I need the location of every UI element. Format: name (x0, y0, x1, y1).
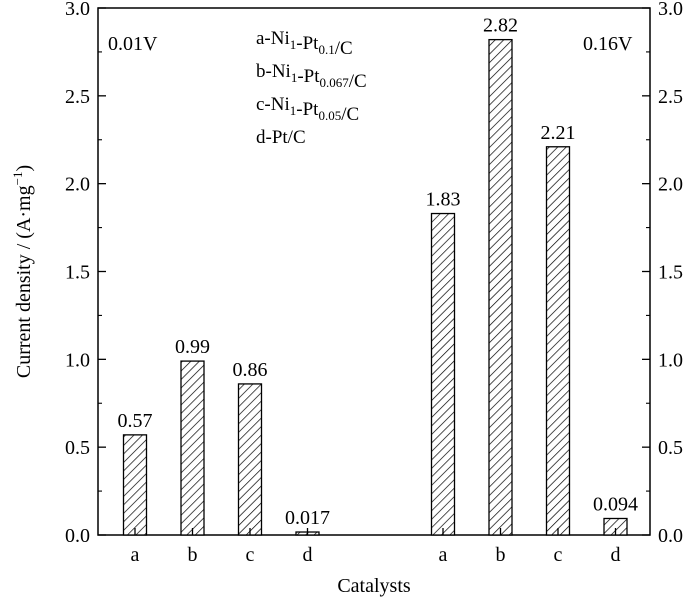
bar-b (488, 38, 513, 536)
plot-area: 0.0 0.0 0.5 0.5 1.0 1.0 1.5 1.5 2.0 2.0 2.5 2.5 3.0 3… (10, 0, 683, 597)
y-tick-label-left: 0.0 (65, 525, 90, 547)
y-axis-title: Current density / (A·mg−1) (10, 165, 35, 378)
legend-entry: c-Ni1-Pt0.05/C (256, 94, 359, 125)
bar-value-label: 0.57 (118, 410, 153, 432)
bar-value-label: 2.21 (541, 122, 576, 144)
legend-entry: b-Ni1-Pt0.067/C (256, 61, 367, 92)
voltage-label-right: 0.16V (583, 33, 633, 55)
x-tick-label: c (246, 544, 255, 566)
y-tick-label-left: 2.5 (65, 86, 90, 108)
legend-entry: a-Ni1-Pt0.1/C (256, 28, 353, 59)
bar-a (430, 212, 456, 536)
y-tick-label-right: 0.0 (658, 525, 683, 547)
bar-b (180, 360, 205, 536)
bar-value-label: 0.99 (175, 336, 210, 358)
y-tick-label-left: 1.0 (65, 349, 90, 371)
bar-value-label: 0.094 (593, 493, 638, 515)
x-tick-label: d (611, 544, 621, 566)
y-tick-label-right: 1.5 (658, 262, 683, 284)
y-tick-label-left: 2.0 (65, 174, 90, 196)
bar-value-label: 0.017 (285, 507, 330, 529)
y-tick-label-right: 0.5 (658, 437, 683, 459)
y-tick-label-right: 2.5 (658, 86, 683, 108)
x-tick-label: a (439, 544, 448, 566)
x-tick-label: b (188, 544, 198, 566)
bar-value-label: 2.82 (483, 15, 518, 37)
y-tick-label-right: 3.0 (658, 0, 683, 20)
x-tick-label: c (554, 544, 563, 566)
x-tick-label: d (303, 544, 313, 566)
legend-entry: d-Pt/C (256, 127, 306, 148)
bar-c (237, 383, 263, 536)
bar-a (122, 434, 148, 536)
bar-c (545, 146, 571, 536)
bar-value-label: 0.86 (233, 359, 268, 381)
y-tick-label-left: 1.5 (65, 262, 90, 284)
y-tick-label-left: 0.5 (65, 437, 90, 459)
x-axis-title: Catalysts (337, 575, 411, 597)
y-tick-label-right: 2.0 (658, 174, 683, 196)
x-tick-label: b (496, 544, 506, 566)
x-tick-label: a (131, 544, 140, 566)
voltage-label-left: 0.01V (108, 33, 158, 55)
y-tick-label-left: 3.0 (65, 0, 90, 20)
y-tick-label-right: 1.0 (658, 349, 683, 371)
bar-value-label: 1.83 (426, 189, 461, 211)
